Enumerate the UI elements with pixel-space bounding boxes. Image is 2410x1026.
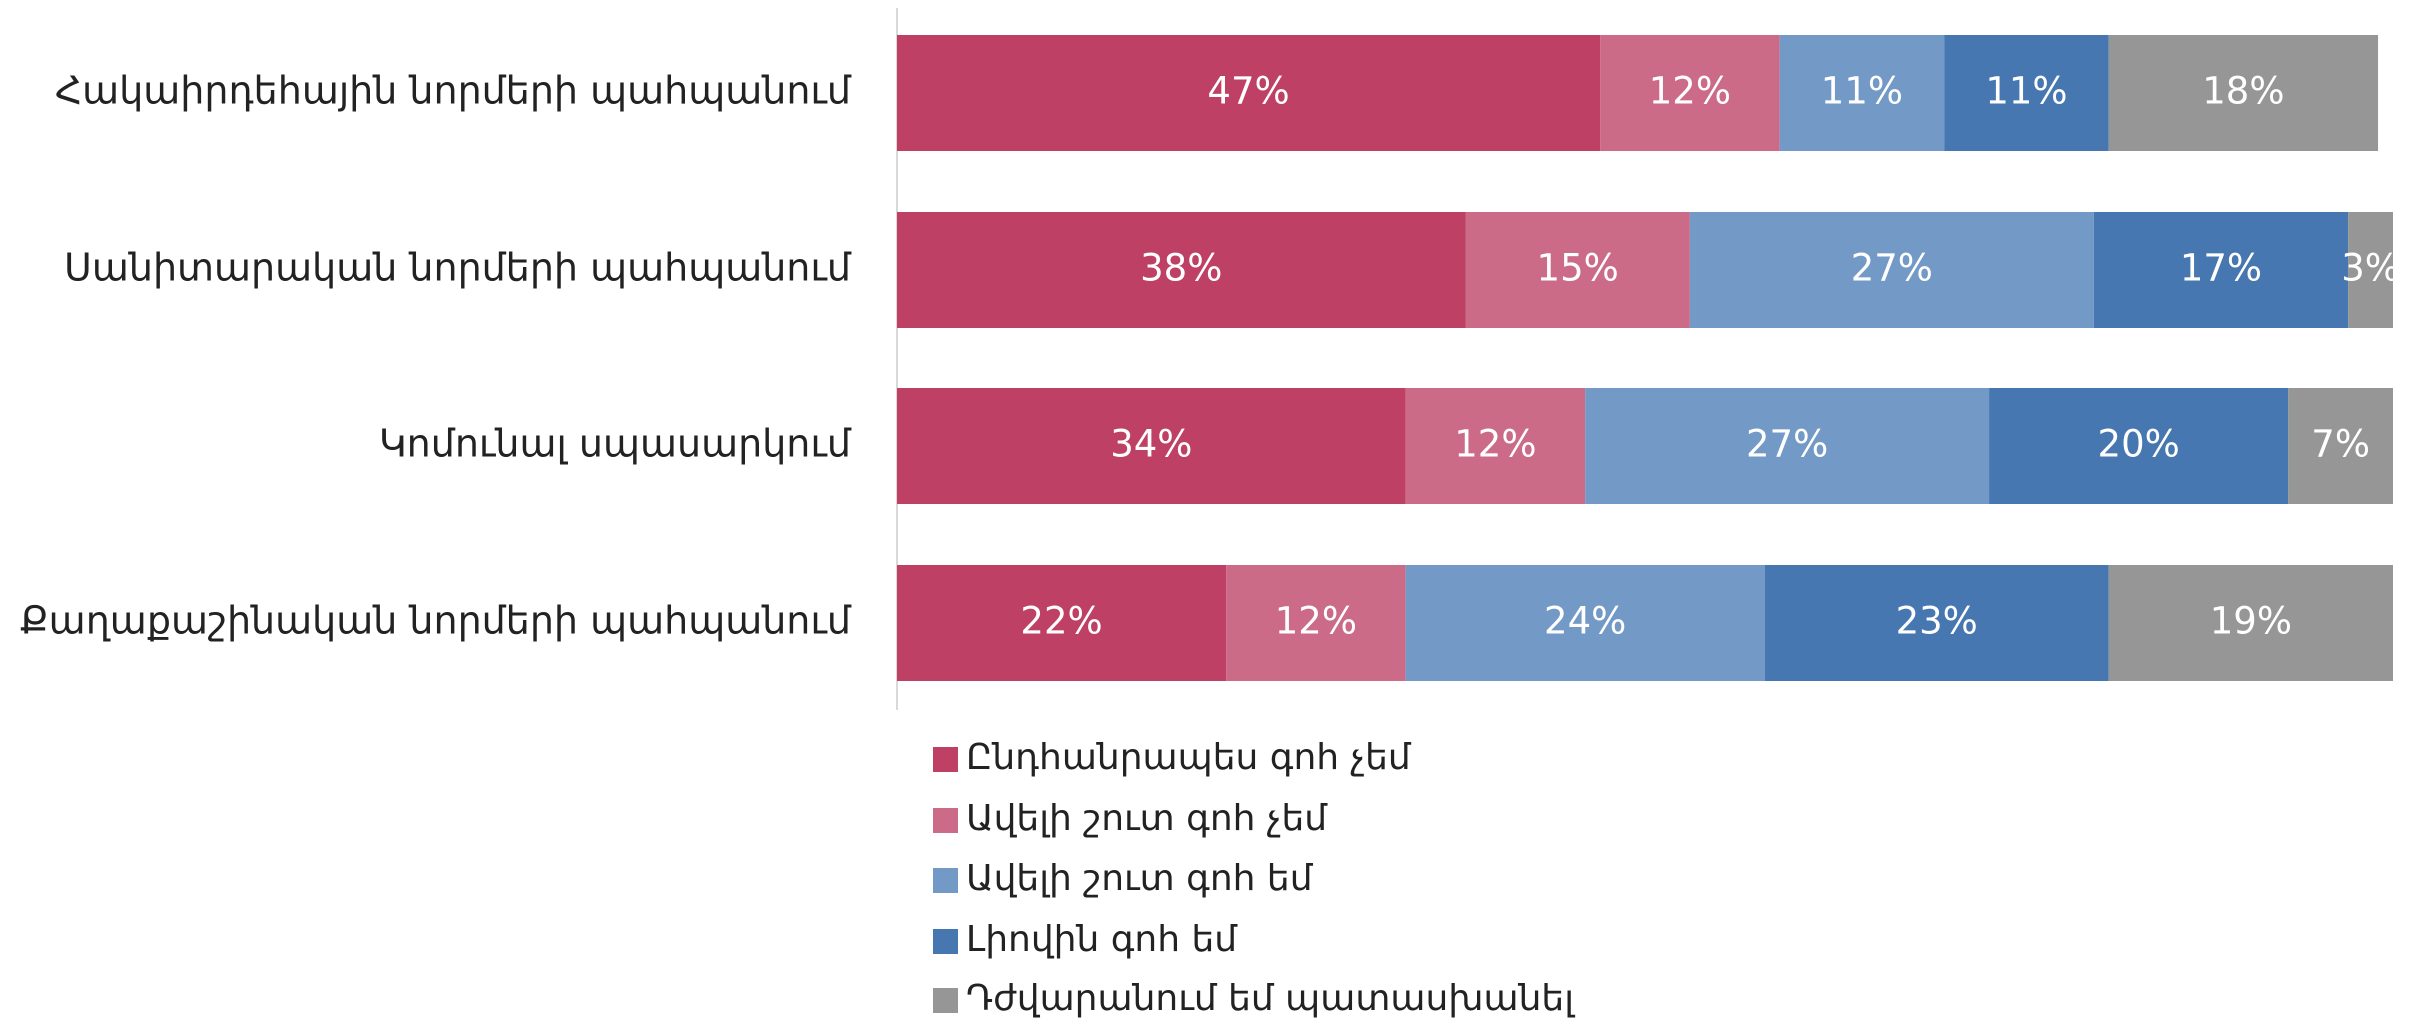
bar-segment [1226, 565, 1406, 681]
data-label: 19% [2210, 600, 2292, 643]
bar-segment [897, 388, 1406, 504]
bar-segment [1779, 35, 1945, 151]
legend-label: Լիովին գոհ եմ [966, 919, 1238, 960]
legend-label: Ավելի շուտ գոհ չեմ [966, 798, 1328, 839]
legend-swatch [933, 868, 958, 893]
bar-segment [1764, 565, 2109, 681]
data-label: 11% [1985, 70, 2067, 113]
bar-segment [897, 212, 1466, 328]
bar-segment [1989, 388, 2289, 504]
data-label: 27% [1746, 423, 1828, 466]
bar-segment [1465, 212, 1690, 328]
data-label: 17% [2180, 247, 2262, 290]
data-label: 23% [1896, 600, 1978, 643]
legend-swatch [933, 747, 958, 772]
data-label: 7% [2311, 423, 2370, 466]
data-label: 18% [2202, 70, 2284, 113]
bar-segment [897, 565, 1227, 681]
data-label: 34% [1110, 423, 1192, 466]
bar-segment [1944, 35, 2109, 151]
bar-segment [1689, 212, 2094, 328]
data-label: 27% [1851, 247, 1933, 290]
data-label: 11% [1821, 70, 1903, 113]
category-label: Հակաիրդեհային նորմերի պահպանում [55, 69, 852, 113]
data-label: 47% [1207, 70, 1289, 113]
category-label: Սանիտարական նորմերի պահպանում [64, 246, 852, 290]
data-label: 24% [1544, 600, 1626, 643]
bar-segment [2108, 35, 2379, 151]
bar-segment [2108, 565, 2393, 681]
bar-segment [1600, 35, 1780, 151]
data-label: 12% [1649, 70, 1731, 113]
bar-segment [2288, 388, 2393, 504]
bar-segment [897, 35, 1601, 151]
bar-segment [2093, 212, 2349, 328]
legend-label: Ընդհանրապես գոհ չեմ [966, 737, 1412, 778]
bar-segment [1405, 388, 1586, 504]
data-label: 12% [1275, 600, 1357, 643]
category-label: Քաղաքաշինական նորմերի պահպանում [20, 599, 852, 643]
bar-segment [1405, 565, 1765, 681]
data-label: 20% [2098, 423, 2180, 466]
category-label: Կոմունալ սպասարկում [379, 422, 852, 466]
legend-swatch [933, 988, 958, 1013]
bar-segment [2348, 212, 2393, 328]
legend-label: Ավելի շուտ գոհ եմ [966, 858, 1314, 899]
data-label: 38% [1140, 247, 1222, 290]
data-label: 22% [1020, 600, 1102, 643]
legend-swatch [933, 808, 958, 833]
data-label: 15% [1537, 247, 1619, 290]
data-label: 12% [1454, 423, 1536, 466]
data-label: 3% [2341, 247, 2400, 290]
bar-segment [1585, 388, 1990, 504]
legend-swatch [933, 929, 958, 954]
legend-label: Դժվարանում եմ պատասխանել [966, 978, 1575, 1019]
